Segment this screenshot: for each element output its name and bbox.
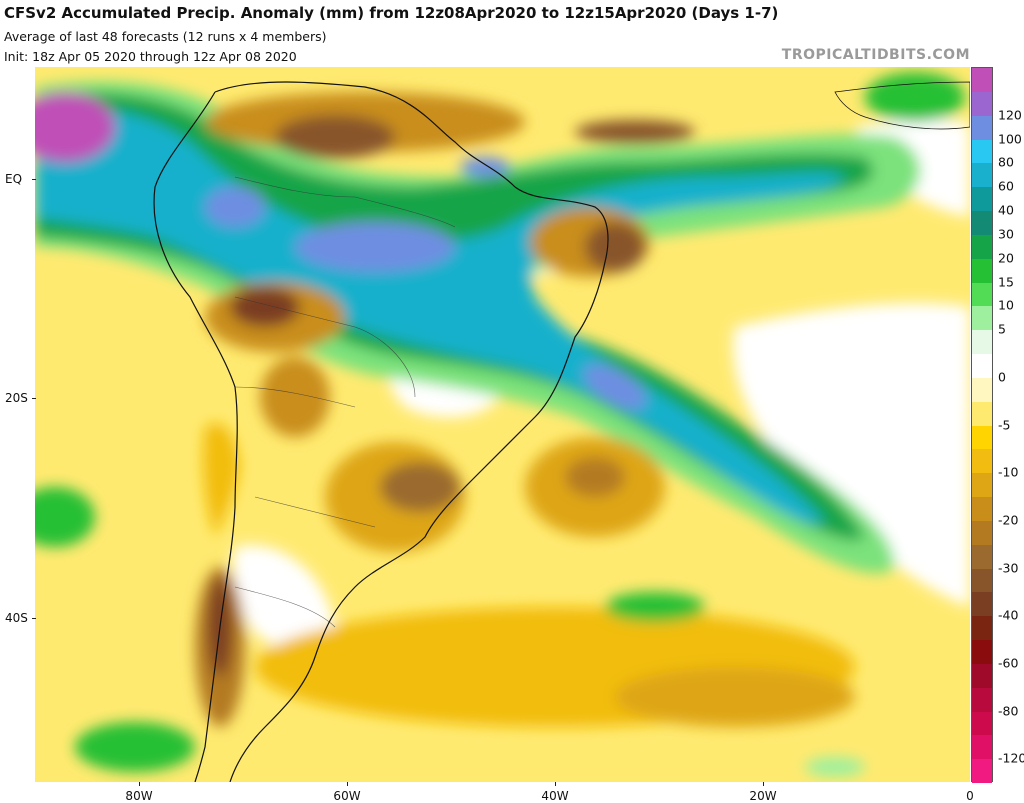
map-title: CFSv2 Accumulated Precip. Anomaly (mm) f…	[4, 4, 779, 22]
colorbar-segment	[972, 377, 992, 403]
colorbar-label: 100	[998, 131, 1022, 146]
colorbar-segment	[972, 473, 992, 498]
colorbar-segment	[972, 401, 992, 426]
colorbar-segment	[972, 306, 992, 331]
colorbar-segment	[972, 282, 992, 307]
colorbar-label: 5	[998, 321, 1006, 337]
colorbar-label: 30	[998, 226, 1014, 242]
colorbar-segment	[972, 425, 992, 450]
coastlines	[153, 81, 609, 782]
colorbar-label: 60	[998, 178, 1014, 194]
lat-label-eq: EQ	[5, 172, 23, 186]
colorbar-label: -40	[998, 607, 1019, 623]
colorbar-segment	[972, 234, 992, 260]
colorbar-label: 10	[998, 297, 1014, 313]
lon-tick	[347, 782, 348, 786]
colorbar	[971, 67, 993, 784]
colorbar-segment	[972, 520, 992, 546]
colorbar-segment	[972, 449, 992, 474]
lat-tick	[32, 398, 36, 399]
colorbar-label: -80	[998, 703, 1019, 718]
lon-label-80w: 80W	[125, 789, 153, 803]
colorbar-label: 40	[998, 202, 1014, 218]
lon-label-20w: 20W	[749, 789, 777, 803]
colorbar-segment	[972, 330, 992, 355]
init-time: Init: 18z Apr 05 2020 through 12z Apr 08…	[4, 49, 297, 64]
brand-watermark: TROPICALTIDBITS.COM	[781, 47, 970, 63]
lon-label-0: 0	[966, 789, 974, 803]
africa-coast	[834, 81, 970, 130]
lat-tick	[32, 618, 36, 619]
colorbar-label: -20	[998, 512, 1019, 528]
colorbar-segment	[972, 163, 992, 188]
colorbar-label: -10	[998, 464, 1019, 480]
colorbar-segment	[972, 663, 992, 689]
colorbar-segment	[972, 592, 992, 617]
colorbar-segment	[972, 497, 992, 522]
map-canvas	[35, 67, 970, 782]
country-borders	[234, 176, 456, 628]
colorbar-segment	[972, 759, 992, 784]
colorbar-label: -30	[998, 560, 1019, 575]
colorbar-segment	[972, 616, 992, 641]
lon-tick	[555, 782, 556, 786]
lat-tick	[32, 179, 36, 180]
lon-tick	[763, 782, 764, 786]
colorbar-segment	[972, 640, 992, 665]
precip-anomaly-map	[35, 67, 970, 782]
lon-tick	[139, 782, 140, 786]
colorbar-segment	[972, 544, 992, 569]
lon-label-60w: 60W	[333, 789, 361, 803]
colorbar-label: 0	[998, 369, 1006, 385]
lat-label-40s: 40S	[5, 611, 28, 625]
colorbar-label: -5	[998, 417, 1011, 432]
colorbar-label: 80	[998, 154, 1014, 170]
map-subtitle: Average of last 48 forecasts (12 runs x …	[4, 29, 327, 44]
colorbar-segment	[972, 68, 992, 93]
colorbar-segment	[972, 687, 992, 712]
colorbar-label: -60	[998, 655, 1019, 671]
lon-label-40w: 40W	[541, 789, 569, 803]
colorbar-segment	[972, 258, 992, 283]
colorbar-label: 15	[998, 274, 1014, 289]
colorbar-segment	[972, 211, 992, 236]
colorbar-segment	[972, 735, 992, 760]
colorbar-label: -120	[998, 750, 1024, 766]
colorbar-segment	[972, 568, 992, 593]
colorbar-segment	[972, 115, 992, 140]
colorbar-segment	[972, 91, 992, 117]
anomaly-field	[35, 72, 970, 777]
colorbar-segment	[972, 354, 992, 379]
colorbar-label: 20	[998, 250, 1014, 266]
colorbar-label: 120	[998, 107, 1022, 123]
lat-label-20s: 20S	[5, 391, 28, 405]
colorbar-segment	[972, 187, 992, 212]
colorbar-segment	[972, 139, 992, 164]
colorbar-segment	[972, 711, 992, 736]
